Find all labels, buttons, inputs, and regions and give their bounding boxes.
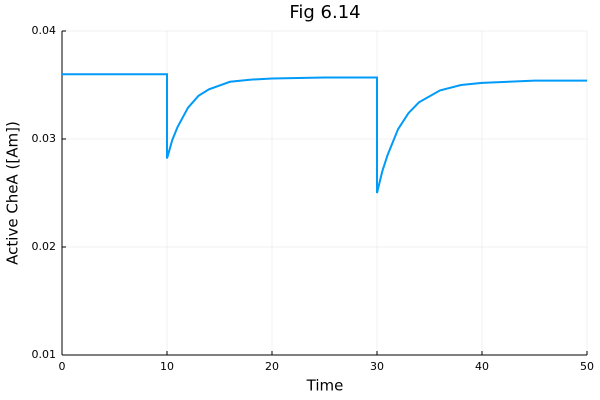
x-tick-label: 10 [160,360,174,373]
x-axis-label: Time [306,377,344,395]
x-tick-label: 30 [370,360,384,373]
y-axis-label: Active CheA ([Am]) [4,121,22,265]
y-tick-label: 0.03 [32,132,57,145]
y-tick-label: 0.04 [32,24,57,37]
x-tick-label: 20 [265,360,279,373]
data-line [62,73,587,194]
y-tick-label: 0.01 [32,348,57,361]
x-tick-label: 0 [59,360,66,373]
chart-title: Fig 6.14 [289,2,360,23]
x-tick-label: 50 [580,360,594,373]
y-tick-label: 0.02 [32,240,57,253]
x-tick-label: 40 [475,360,489,373]
